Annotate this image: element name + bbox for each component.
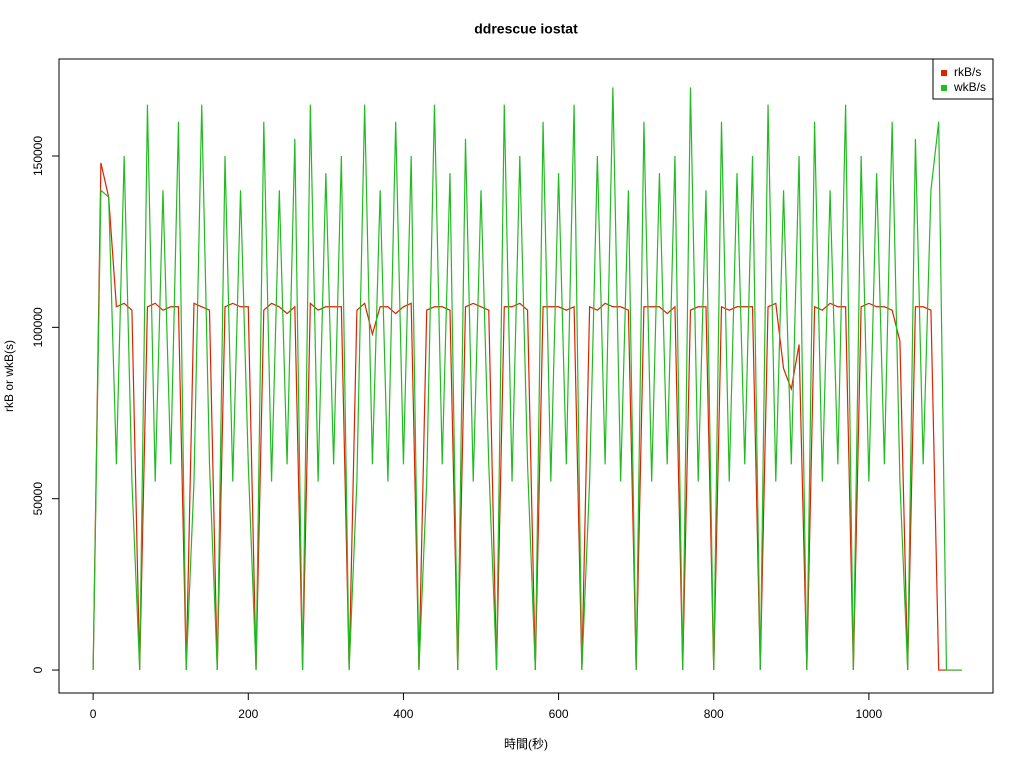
x-axis-label: 時間(秒) bbox=[504, 737, 548, 751]
y-tick-label: 100000 bbox=[31, 307, 45, 347]
legend-box bbox=[932, 58, 994, 100]
x-tick-label: 400 bbox=[393, 707, 413, 721]
plot-lines bbox=[92, 87, 962, 671]
x-tick-label: 600 bbox=[549, 707, 569, 721]
chart-title: ddrescue iostat bbox=[474, 21, 578, 37]
legend-swatch bbox=[941, 85, 947, 91]
x-tick-label: 1000 bbox=[856, 707, 883, 721]
x-tick-label: 800 bbox=[704, 707, 724, 721]
legend-swatch bbox=[941, 70, 947, 76]
y-tick-label: 50000 bbox=[31, 482, 45, 516]
x-tick-label: 200 bbox=[238, 707, 258, 721]
legend-label: rkB/s bbox=[954, 65, 981, 79]
plot-frame bbox=[58, 58, 994, 694]
series-line bbox=[92, 87, 962, 671]
y-axis-label: rkB or wkB(s) bbox=[2, 340, 16, 412]
y-tick-label: 150000 bbox=[31, 136, 45, 176]
x-tick-label: 0 bbox=[90, 707, 97, 721]
y-tick-label: 0 bbox=[31, 666, 45, 673]
legend-label: wkB/s bbox=[953, 80, 986, 94]
